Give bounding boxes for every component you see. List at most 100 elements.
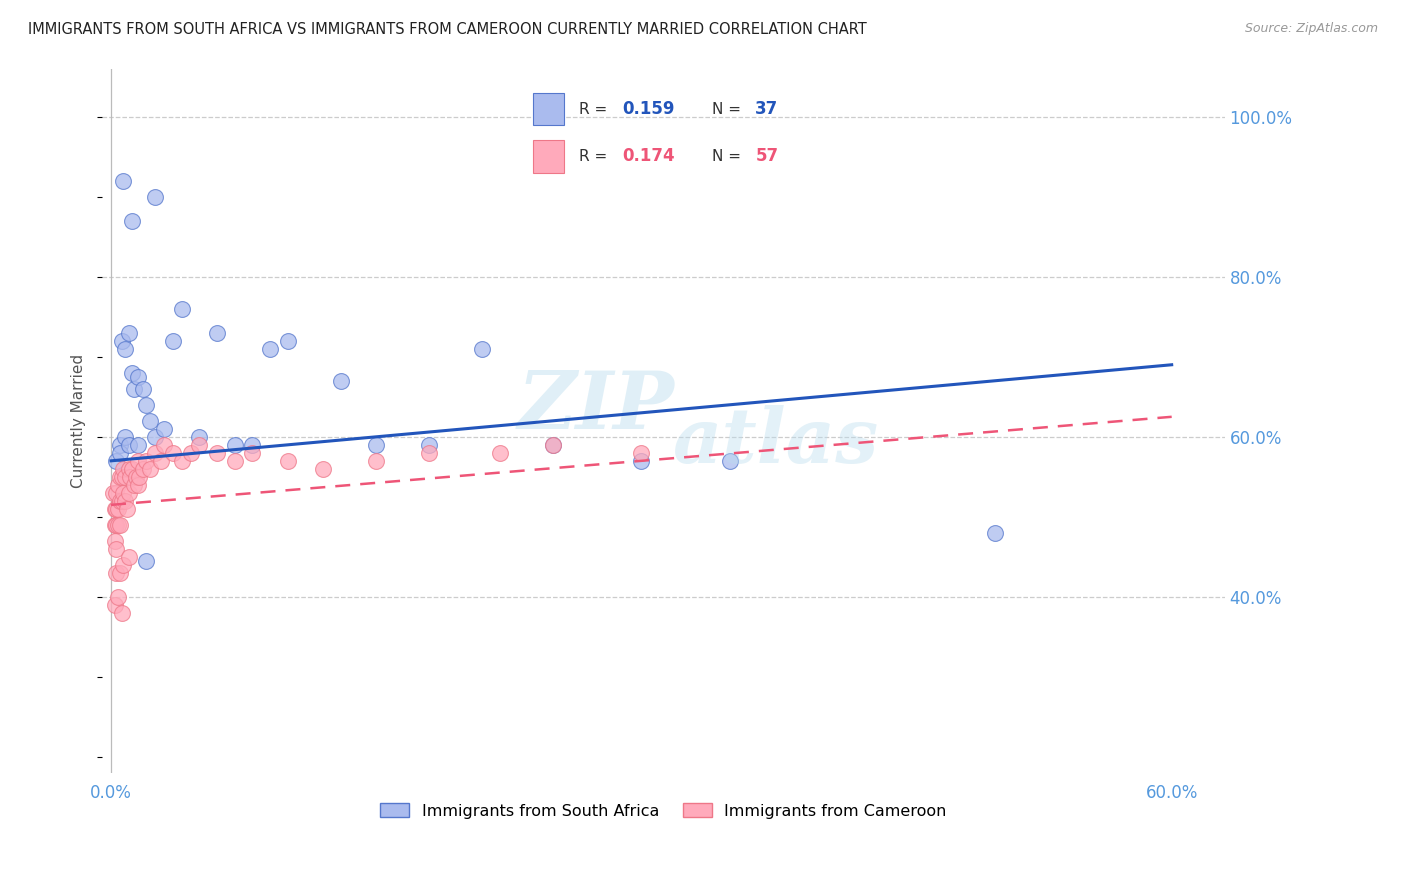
Point <box>121 366 143 380</box>
Point <box>108 517 131 532</box>
Point <box>114 342 136 356</box>
Point <box>118 462 141 476</box>
Point <box>242 446 264 460</box>
Point <box>108 566 131 580</box>
Point <box>242 438 264 452</box>
Point <box>107 517 129 532</box>
Point <box>111 470 134 484</box>
Point <box>188 430 211 444</box>
Point <box>111 494 134 508</box>
Text: R =: R = <box>579 149 612 164</box>
Point <box>114 430 136 444</box>
Point <box>108 446 131 460</box>
Point <box>541 438 564 452</box>
Point <box>153 438 176 452</box>
Point <box>143 430 166 444</box>
Point <box>143 446 166 460</box>
Point <box>224 438 246 452</box>
Point <box>108 438 131 452</box>
Point <box>135 454 157 468</box>
Point <box>112 486 135 500</box>
Point <box>127 478 149 492</box>
Text: ZIP: ZIP <box>517 368 675 445</box>
Point <box>114 470 136 484</box>
Point <box>127 438 149 452</box>
Point <box>122 382 145 396</box>
Point <box>103 517 125 532</box>
Text: R =: R = <box>579 102 612 117</box>
Point <box>115 501 138 516</box>
Point <box>143 189 166 203</box>
Point <box>114 494 136 508</box>
Point <box>107 478 129 492</box>
Point <box>105 566 128 580</box>
Point <box>103 533 125 548</box>
Point <box>139 462 162 476</box>
Point <box>418 446 440 460</box>
Point <box>108 494 131 508</box>
Point <box>118 549 141 564</box>
Point <box>162 446 184 460</box>
Y-axis label: Currently Married: Currently Married <box>72 354 86 488</box>
Point <box>132 462 155 476</box>
Point <box>135 398 157 412</box>
Point <box>489 446 512 460</box>
Point <box>103 501 125 516</box>
Point <box>101 486 124 500</box>
Text: 57: 57 <box>755 147 779 165</box>
Point <box>366 438 388 452</box>
Point <box>120 470 142 484</box>
Point <box>135 554 157 568</box>
Point <box>111 606 134 620</box>
Point <box>170 454 193 468</box>
Point <box>541 438 564 452</box>
Point <box>170 301 193 316</box>
Point <box>125 470 148 484</box>
Point <box>112 173 135 187</box>
Point <box>103 598 125 612</box>
Point <box>471 342 494 356</box>
Point <box>259 342 281 356</box>
Point <box>277 454 299 468</box>
Point <box>105 517 128 532</box>
Point <box>205 446 228 460</box>
Point <box>112 462 135 476</box>
Text: 0.159: 0.159 <box>623 100 675 118</box>
Point <box>180 446 202 460</box>
Point <box>118 326 141 340</box>
Point <box>121 462 143 476</box>
Legend: Immigrants from South Africa, Immigrants from Cameroon: Immigrants from South Africa, Immigrants… <box>374 797 953 825</box>
Text: atlas: atlas <box>672 405 879 479</box>
Text: N =: N = <box>711 149 745 164</box>
Point <box>139 414 162 428</box>
FancyBboxPatch shape <box>533 93 564 126</box>
Point <box>312 462 335 476</box>
Point <box>118 438 141 452</box>
Point <box>107 501 129 516</box>
Point <box>188 438 211 452</box>
Point <box>108 470 131 484</box>
Point <box>121 213 143 227</box>
Point <box>105 501 128 516</box>
Point <box>630 454 652 468</box>
Point <box>122 478 145 492</box>
Point <box>366 454 388 468</box>
Text: Source: ZipAtlas.com: Source: ZipAtlas.com <box>1244 22 1378 36</box>
Point <box>107 590 129 604</box>
Point <box>205 326 228 340</box>
Point <box>105 486 128 500</box>
Point <box>118 486 141 500</box>
Text: 0.174: 0.174 <box>623 147 675 165</box>
Point <box>112 558 135 572</box>
Text: N =: N = <box>711 102 745 117</box>
Point <box>127 454 149 468</box>
Point <box>153 422 176 436</box>
Point <box>127 369 149 384</box>
Point <box>128 470 150 484</box>
Point <box>132 382 155 396</box>
FancyBboxPatch shape <box>533 140 564 173</box>
Point <box>111 334 134 348</box>
Point <box>984 525 1007 540</box>
Point <box>418 438 440 452</box>
Point <box>149 454 172 468</box>
